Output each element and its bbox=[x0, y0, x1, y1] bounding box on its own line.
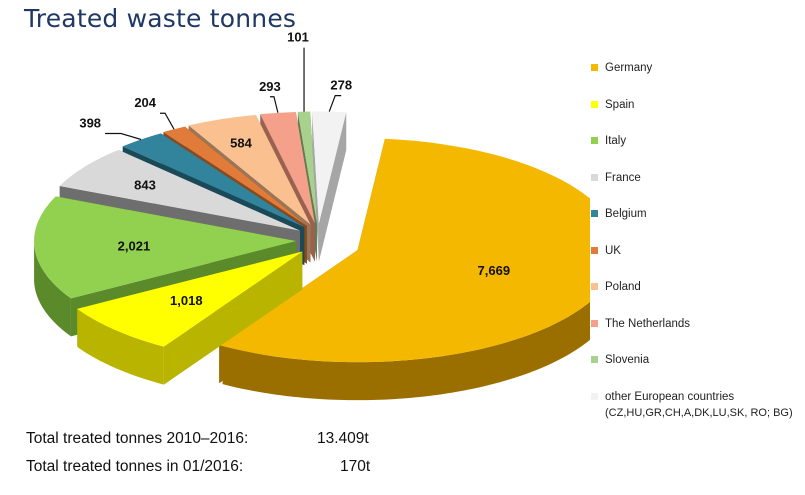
pie-slice-germany bbox=[219, 138, 590, 401]
legend-label: France bbox=[605, 170, 641, 186]
legend-label: UK bbox=[605, 243, 621, 259]
data-label-slovenia: 101 bbox=[287, 30, 309, 45]
legend-label-text: UK bbox=[605, 244, 621, 257]
slice-top bbox=[188, 114, 311, 225]
pie-chart: 7,669 1,018 2,021 843 398 204 584 293 101 278 bbox=[34, 30, 590, 401]
data-label-france: 843 bbox=[134, 178, 156, 193]
legend-swatch bbox=[591, 392, 598, 400]
pie-slice-spain bbox=[77, 251, 303, 385]
legend-label: The Netherlands bbox=[605, 316, 690, 332]
leader-line bbox=[160, 112, 175, 130]
slice-top bbox=[312, 111, 347, 224]
legend-swatch bbox=[591, 356, 598, 363]
legend-swatch bbox=[591, 137, 598, 144]
data-label-belgium: 398 bbox=[79, 115, 101, 130]
legend-label: Italy bbox=[605, 133, 626, 149]
legend-label: other European countries (CZ,HU,GR,CH,A,D… bbox=[605, 389, 793, 421]
legend-swatch bbox=[591, 319, 598, 327]
slice-wall bbox=[312, 111, 319, 262]
legend-label-text: France bbox=[605, 171, 641, 184]
total-value: 13.409t bbox=[317, 430, 369, 447]
legend-label-text: The Netherlands bbox=[605, 317, 691, 330]
legend-label-text: Poland bbox=[605, 281, 641, 293]
legend-swatch bbox=[591, 210, 598, 217]
data-label-germany: 7,669 bbox=[478, 263, 511, 278]
total-value: 170t bbox=[340, 458, 371, 475]
data-label-the-netherlands: 293 bbox=[259, 79, 281, 94]
slice-top bbox=[297, 111, 317, 224]
leader-line bbox=[328, 95, 342, 112]
slice-rim bbox=[77, 309, 164, 385]
slice-rim bbox=[34, 242, 71, 337]
legend-swatch bbox=[591, 173, 598, 181]
legend-label-text: Slovenia bbox=[605, 354, 650, 366]
legend-swatch bbox=[591, 64, 598, 71]
data-label-spain: 1,018 bbox=[170, 293, 203, 308]
legend-label-text: Germany bbox=[605, 62, 653, 74]
leader-line bbox=[269, 96, 279, 113]
data-label-other-european-countries: 278 bbox=[330, 78, 352, 93]
legend-label: Germany bbox=[605, 60, 652, 76]
slice-top bbox=[163, 126, 307, 226]
data-label-uk: 204 bbox=[134, 95, 156, 110]
data-label-poland: 584 bbox=[230, 135, 252, 150]
slice-top bbox=[34, 196, 297, 299]
legend-label-text: Spain bbox=[605, 98, 635, 111]
legend-swatch bbox=[591, 246, 598, 254]
slice-rim bbox=[222, 301, 590, 401]
legend-label-text: Italy bbox=[605, 135, 627, 147]
chart-title: Treated waste tonnes bbox=[24, 4, 297, 33]
slice-wall bbox=[318, 112, 347, 262]
slice-top bbox=[59, 149, 300, 231]
legend-label: Belgium bbox=[605, 206, 647, 222]
total-label: Total treated tonnes 2010–2016: bbox=[26, 430, 249, 447]
legend-label-text: other European countries bbox=[605, 390, 735, 403]
leader-line bbox=[105, 132, 142, 141]
legend-sublabel: (CZ,HU,GR,CH,A,DK,LU,SK, RO; BG) bbox=[605, 406, 793, 419]
data-label-italy: 2,021 bbox=[118, 238, 151, 253]
legend-label-text: Belgium bbox=[605, 208, 647, 220]
legend-swatch bbox=[591, 100, 598, 108]
slice-top bbox=[122, 133, 305, 228]
legend-label: Poland bbox=[605, 279, 641, 295]
legend-label: Spain bbox=[605, 97, 634, 113]
legend-swatch bbox=[591, 283, 598, 290]
slice-top bbox=[260, 111, 315, 224]
total-label: Total treated tonnes in 01/2016: bbox=[26, 458, 244, 475]
slice-top bbox=[219, 138, 590, 363]
legend-label: Slovenia bbox=[605, 352, 649, 368]
pie-slice-other-european-countries bbox=[312, 111, 347, 262]
slice-top bbox=[77, 251, 303, 347]
